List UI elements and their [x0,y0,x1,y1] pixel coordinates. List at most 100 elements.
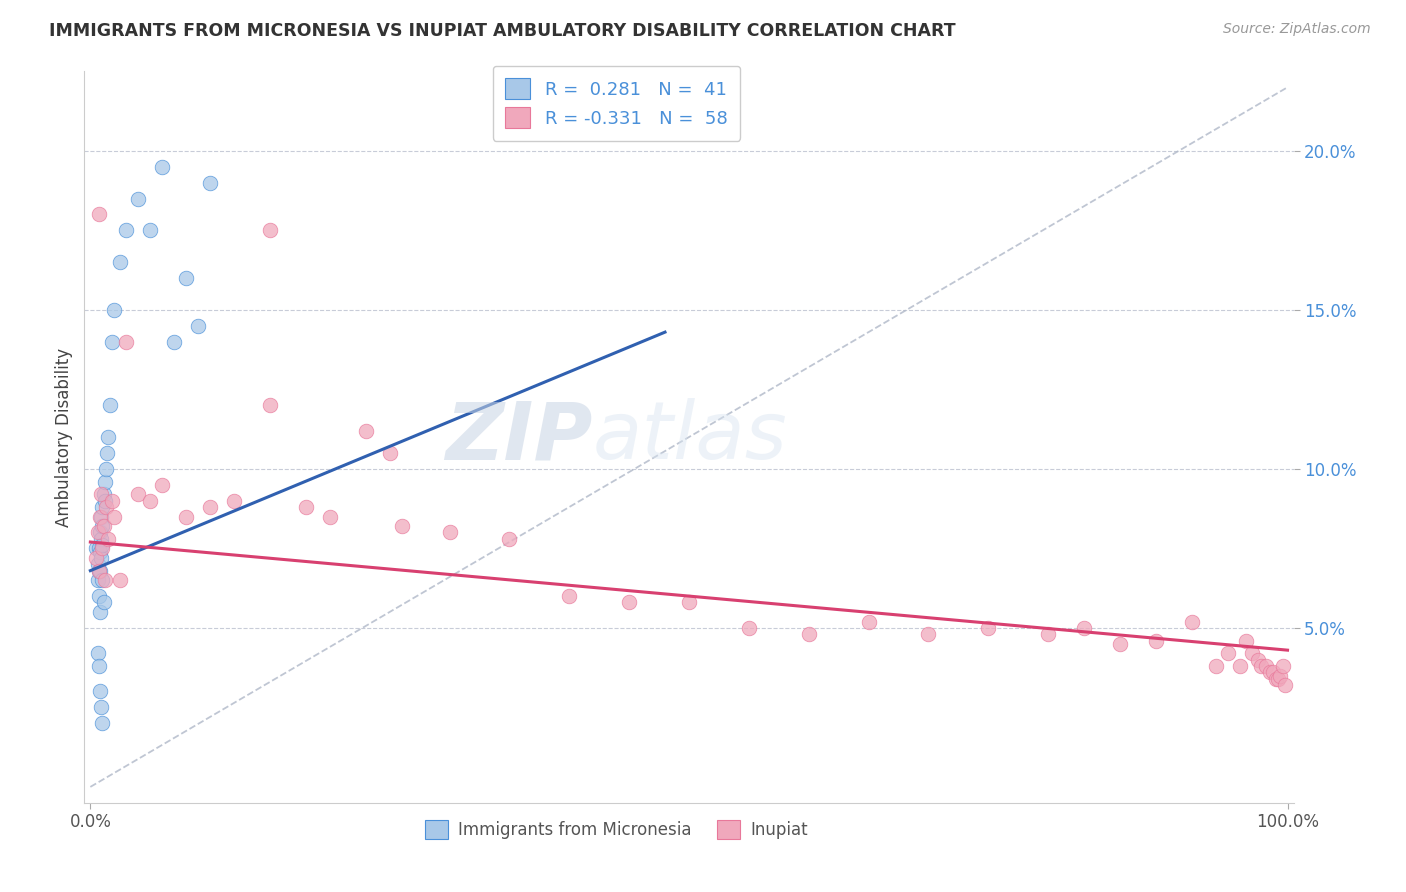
Point [127,487,149,501]
Point [89,544,111,558]
Point [87,207,110,221]
Point [150,160,173,174]
Point [174,509,197,524]
Point [1181,615,1204,629]
Point [101,493,124,508]
Point [93,519,115,533]
Text: atlas: atlas [592,398,787,476]
Point [1271,659,1294,673]
Point [378,446,401,460]
Point [86,646,108,660]
Point [98,398,121,412]
Point [187,318,209,333]
Y-axis label: Ambulatory Disability: Ambulatory Disability [55,348,73,526]
Point [1263,665,1285,680]
Point [797,627,820,641]
Point [174,271,197,285]
Point [90,700,112,714]
Point [97,532,120,546]
Point [1274,678,1296,692]
Point [115,334,138,349]
Point [678,595,700,609]
Point [1267,672,1289,686]
Point [222,493,245,508]
Point [1144,633,1167,648]
Point [90,509,112,524]
Point [91,541,114,556]
Point [89,525,111,540]
Text: ZIP: ZIP [444,398,592,476]
Point [103,302,125,317]
Point [259,223,281,237]
Point [87,659,110,673]
Point [86,541,108,556]
Point [110,573,132,587]
Point [1254,659,1277,673]
Point [1264,672,1286,686]
Point [90,487,112,501]
Point [86,558,108,572]
Point [1229,659,1251,673]
Point [91,538,114,552]
Point [1205,659,1227,673]
Point [1109,637,1132,651]
Point [163,334,186,349]
Point [93,493,115,508]
Point [439,525,461,540]
Point [198,500,221,514]
Point [1240,646,1263,660]
Point [1246,653,1268,667]
Point [94,462,117,476]
Point [558,589,581,603]
Point [917,627,939,641]
Point [94,500,117,514]
Point [101,334,124,349]
Point [89,564,111,578]
Point [391,519,413,533]
Point [93,595,115,609]
Point [319,509,342,524]
Text: IMMIGRANTS FROM MICRONESIA VS INUPIAT AMBULATORY DISABILITY CORRELATION CHART: IMMIGRANTS FROM MICRONESIA VS INUPIAT AM… [49,22,956,40]
Point [89,509,111,524]
Point [150,477,173,491]
Point [93,475,115,489]
Point [738,621,761,635]
Point [139,223,162,237]
Point [89,684,111,698]
Point [90,532,112,546]
Point [1234,633,1257,648]
Point [87,564,110,578]
Point [86,525,108,540]
Point [498,532,520,546]
Point [86,550,108,565]
Point [354,424,377,438]
Point [198,176,221,190]
Point [295,500,318,514]
Point [87,564,110,578]
Point [1073,621,1095,635]
Point [1250,659,1272,673]
Point [259,398,281,412]
Point [89,605,111,619]
Legend: Immigrants from Micronesia, Inupiat: Immigrants from Micronesia, Inupiat [419,814,814,846]
Point [1216,646,1239,660]
Point [103,509,125,524]
Point [86,573,108,587]
Point [139,493,162,508]
Point [91,573,114,587]
Point [91,716,114,731]
Point [93,573,115,587]
Point [977,621,1000,635]
Point [90,550,112,565]
Point [87,541,110,556]
Point [96,446,118,460]
Point [1258,665,1281,680]
Point [115,223,138,237]
Point [127,192,149,206]
Point [87,589,110,603]
Point [93,487,115,501]
Point [97,430,120,444]
Point [110,255,132,269]
Point [858,615,880,629]
Point [617,595,640,609]
